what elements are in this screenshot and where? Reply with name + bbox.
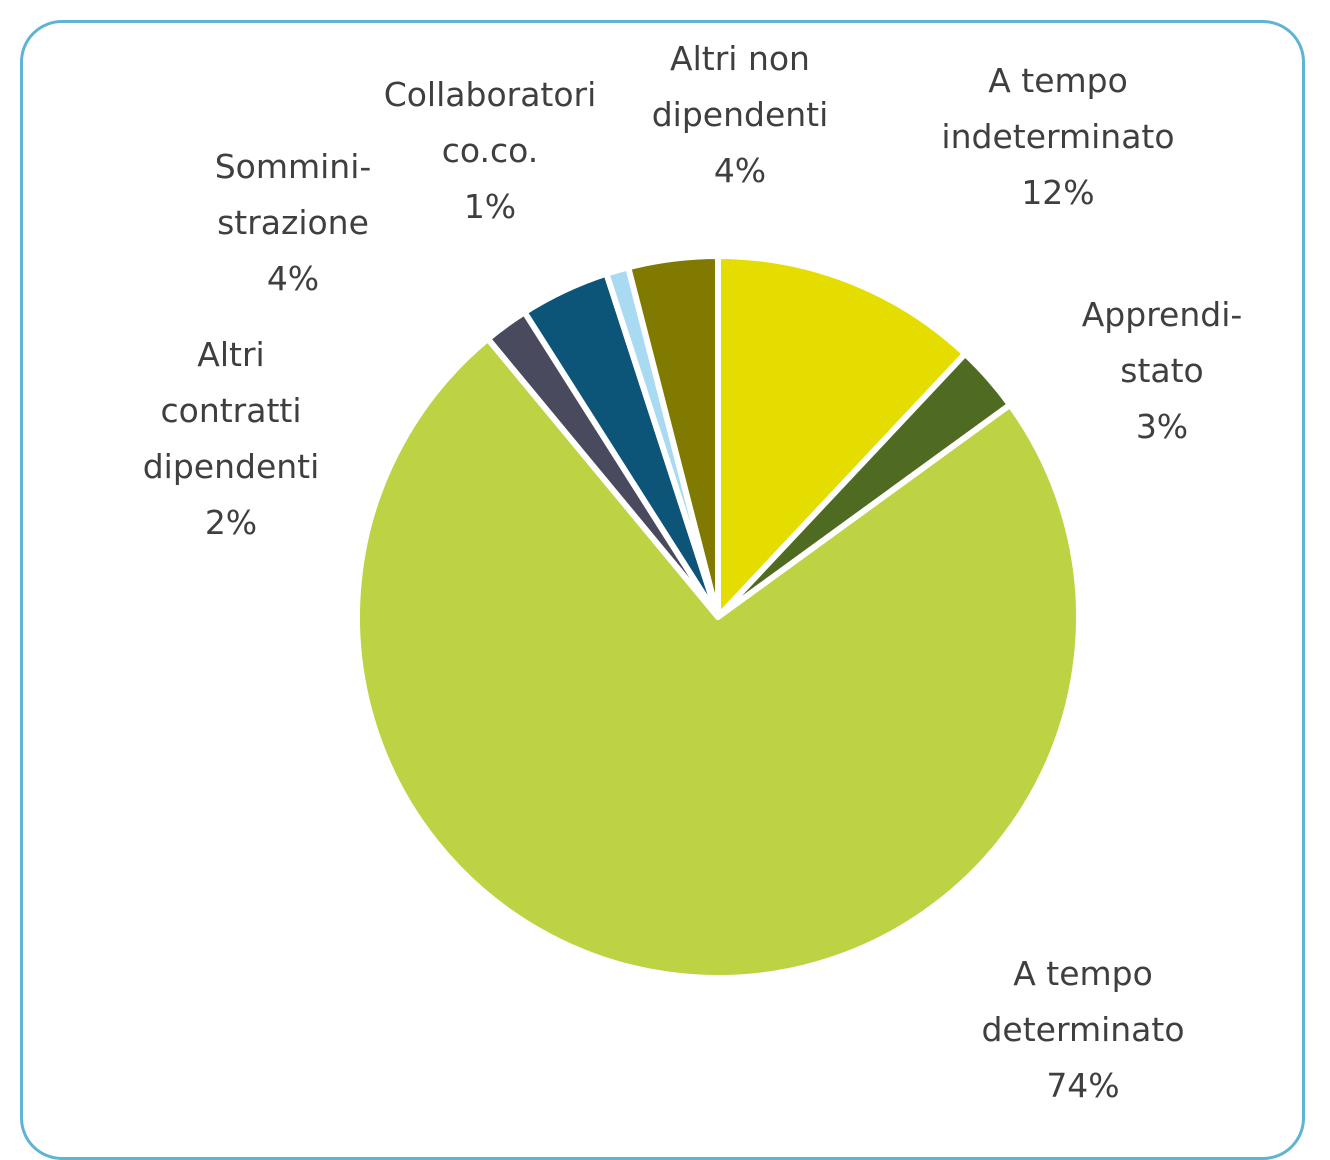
pie-slices	[354, 253, 1082, 981]
slice-label-line: 1%	[464, 187, 516, 226]
slice-label-4: Sommini-strazione 4%	[215, 147, 372, 298]
slice-label-1: Apprendi-stato 3%	[1082, 295, 1243, 446]
slice-label-line: A tempo	[988, 61, 1128, 100]
slice-label-0: A tempo indeterminato 12%	[941, 61, 1174, 212]
pie-chart: A tempo indeterminato 12%Apprendi-stato 3%A…	[143, 39, 1243, 1105]
slice-label-line: Altri	[197, 335, 264, 374]
pie-labels: A tempo indeterminato 12%Apprendi-stato 3%A…	[143, 39, 1243, 1105]
slice-label-line: dipendenti	[143, 447, 320, 486]
slice-label-line: co.co.	[442, 131, 539, 170]
slice-label-2: A tempo determinato 74%	[981, 954, 1184, 1105]
slice-label-line: 12%	[1021, 173, 1094, 212]
pie-slice-0	[715, 253, 969, 620]
slice-label-line: Altri non	[670, 39, 810, 78]
slice-label-line: Apprendi-	[1082, 295, 1243, 334]
slice-label-line: Sommini-	[215, 147, 372, 186]
slice-label-line: indeterminato	[941, 117, 1174, 156]
slice-label-line: determinato	[981, 1010, 1184, 1049]
slice-label-line: 3%	[1136, 407, 1188, 446]
slice-label-5: Collaboratori co.co. 1%	[384, 75, 597, 226]
slice-label-6: Altri non dipendenti 4%	[652, 39, 829, 190]
slice-label-line: 2%	[205, 503, 257, 542]
slice-label-line: 4%	[714, 151, 766, 190]
slice-label-line: stato	[1120, 351, 1203, 390]
pie-slice-6	[625, 253, 721, 620]
slice-label-line: A tempo	[1013, 954, 1153, 993]
slice-label-line: Collaboratori	[384, 75, 597, 114]
slice-label-3: Altri contratti dipendenti 2%	[143, 335, 320, 542]
slice-label-line: strazione	[217, 203, 369, 242]
slice-label-line: contratti	[160, 391, 301, 430]
slice-label-line: dipendenti	[652, 95, 829, 134]
slice-label-line: 74%	[1046, 1066, 1119, 1105]
slice-label-line: 4%	[267, 259, 319, 298]
pie-slice-2	[354, 335, 1082, 981]
